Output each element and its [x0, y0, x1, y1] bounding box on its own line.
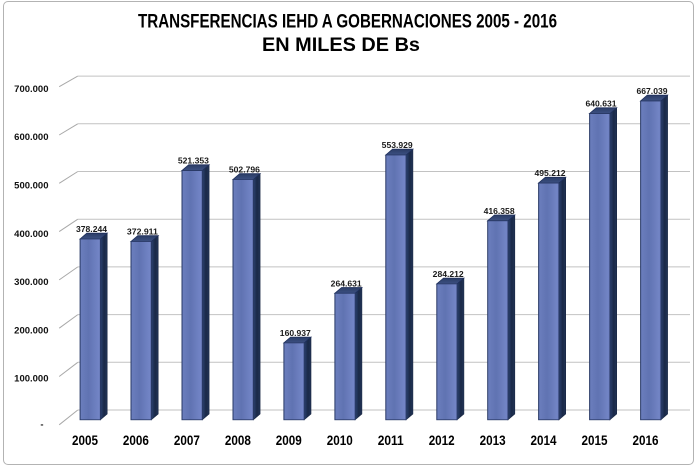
svg-text:700.000: 700.000: [14, 84, 48, 95]
svg-text:502.796: 502.796: [229, 166, 261, 175]
svg-text:TRANSFERENCIAS IEHD A GOBERNAC: TRANSFERENCIAS IEHD A GOBERNACIONES 2005…: [138, 11, 557, 33]
svg-text:600.000: 600.000: [14, 132, 48, 143]
svg-text:400.000: 400.000: [14, 229, 48, 240]
svg-text:284.212: 284.212: [433, 270, 465, 279]
svg-text:378.244: 378.244: [76, 225, 108, 234]
svg-text:2006: 2006: [123, 432, 149, 448]
svg-text:200.000: 200.000: [14, 325, 48, 336]
svg-text:100.000: 100.000: [14, 374, 48, 385]
svg-text:160.937: 160.937: [280, 329, 312, 338]
svg-text:2015: 2015: [582, 432, 608, 448]
svg-text:500.000: 500.000: [14, 181, 48, 192]
svg-text:2007: 2007: [174, 432, 200, 448]
svg-text:553.929: 553.929: [382, 141, 414, 150]
svg-text:2008: 2008: [225, 432, 251, 448]
svg-text:2009: 2009: [276, 432, 302, 448]
svg-text:2013: 2013: [480, 432, 506, 448]
svg-text:667.039: 667.039: [637, 87, 669, 96]
svg-text:2012: 2012: [429, 432, 455, 448]
svg-text:EN MILES DE Bs: EN MILES DE Bs: [262, 34, 420, 56]
svg-text:2011: 2011: [378, 432, 404, 448]
svg-text:372.911: 372.911: [127, 228, 159, 237]
svg-text:2005: 2005: [72, 432, 98, 448]
svg-text:2010: 2010: [327, 432, 353, 448]
svg-text:2014: 2014: [531, 432, 557, 448]
svg-text:2016: 2016: [633, 432, 659, 448]
svg-text:-: -: [40, 420, 43, 431]
svg-text:495.212: 495.212: [535, 169, 567, 178]
svg-text:264.631: 264.631: [331, 279, 363, 288]
svg-text:521.353: 521.353: [178, 157, 210, 166]
svg-text:416.358: 416.358: [484, 207, 516, 216]
svg-text:640.631: 640.631: [586, 100, 618, 109]
svg-text:300.000: 300.000: [14, 277, 48, 288]
